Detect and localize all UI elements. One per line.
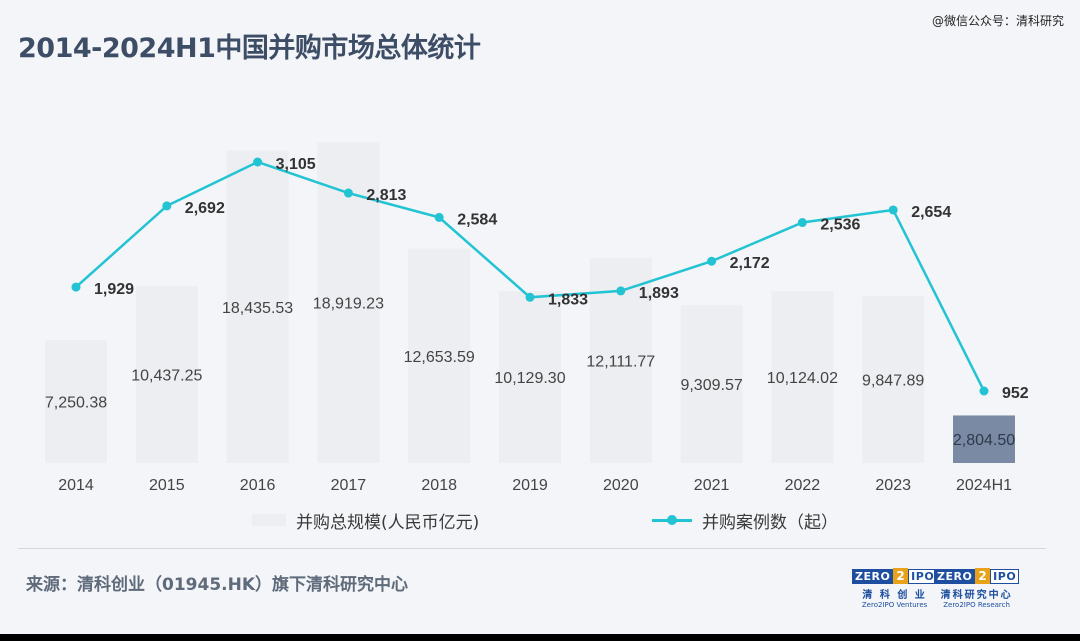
line-value-label: 1,833 xyxy=(548,291,588,308)
legend-line-series: 并购案例数（起） xyxy=(652,508,838,533)
bar-value-label: 12,653.59 xyxy=(404,349,475,366)
logo-zero: ZERO xyxy=(852,568,894,584)
line-point-2019 xyxy=(525,292,535,302)
logo-zero: ZERO xyxy=(934,568,976,584)
line-point-2018 xyxy=(434,212,444,222)
logo-mark: ZERO 2 IPO xyxy=(934,568,1020,584)
line-point-2023 xyxy=(888,205,898,215)
bar-2016 xyxy=(226,150,289,463)
bar-2015 xyxy=(135,286,198,463)
source-note: 来源：清科创业（01945.HK）旗下清科研究中心 xyxy=(26,575,409,595)
bar-2023 xyxy=(862,296,925,463)
bar-value-label: 18,435.53 xyxy=(222,300,293,317)
x-tick-label: 2018 xyxy=(421,477,457,494)
legend-bar-series: 并购总规模(人民币亿元) xyxy=(252,508,480,533)
line-point-2021 xyxy=(707,256,717,266)
logo-two: 2 xyxy=(975,568,991,584)
bar-value-label: 9,847.89 xyxy=(862,373,924,390)
line-legend-label: 并购案例数（起） xyxy=(702,512,838,533)
bar-2019 xyxy=(499,291,561,463)
zero2ipo-research-logo: ZERO 2 IPO 清科研究中心 Zero2IPO Research xyxy=(934,568,1020,609)
logo-en-name: Zero2IPO Ventures xyxy=(861,601,928,609)
line-legend-swatch xyxy=(652,515,692,525)
line-value-label: 2,813 xyxy=(366,187,406,204)
line-point-2022 xyxy=(797,218,807,228)
line-value-label: 1,893 xyxy=(639,285,679,302)
line-value-label: 2,692 xyxy=(185,200,225,217)
line-point-2024H1 xyxy=(979,386,989,396)
line-value-label: 2,654 xyxy=(911,204,951,221)
x-tick-label: 2021 xyxy=(694,477,730,494)
x-tick-label: 2019 xyxy=(512,477,548,494)
bar-value-label: 12,111.77 xyxy=(586,353,655,370)
bar-value-label: 10,124.02 xyxy=(767,370,838,387)
x-tick-label: 2015 xyxy=(149,477,185,494)
x-tick-label: 2016 xyxy=(240,477,276,494)
line-value-label: 1,929 xyxy=(94,281,134,298)
logo-ipo: IPO xyxy=(908,568,938,584)
x-tick-label: 2023 xyxy=(875,477,911,494)
bar-2022 xyxy=(771,291,834,463)
bar-2014 xyxy=(45,340,107,463)
logo-two: 2 xyxy=(893,568,909,584)
bar-2024H1 xyxy=(953,415,1015,463)
bar-value-label: 10,437.25 xyxy=(131,368,202,385)
line-point-2016 xyxy=(253,157,263,167)
line-point-2017 xyxy=(343,188,353,198)
x-tick-label: 2020 xyxy=(603,477,639,494)
line-value-label: 2,536 xyxy=(820,217,860,234)
chart-title: 2014-2024H1中国并购市场总体统计 xyxy=(18,33,481,64)
bar-2021 xyxy=(680,305,743,463)
x-tick-label: 2014 xyxy=(58,477,94,494)
watermark: @微信公众号：清科研究 xyxy=(931,14,1064,28)
line-value-label: 952 xyxy=(1002,385,1029,402)
bar-2018 xyxy=(408,248,471,463)
line-value-label: 2,584 xyxy=(457,211,497,228)
bar-value-label: 9,309.57 xyxy=(680,377,742,394)
bar-value-label: 18,919.23 xyxy=(313,296,384,313)
bar-value-label: 2,804.50 xyxy=(953,432,1015,449)
zero2ipo-ventures-logo: ZERO 2 IPO 清 科 创 业 Zero2IPO Ventures xyxy=(852,568,938,609)
x-tick-label: 2017 xyxy=(331,477,367,494)
line-point-2014 xyxy=(71,282,81,292)
bar-value-label: 7,250.38 xyxy=(45,395,107,412)
line-value-label: 2,172 xyxy=(730,255,770,272)
x-tick-label: 2024H1 xyxy=(956,477,1012,494)
bar-legend-label: 并购总规模(人民币亿元) xyxy=(296,512,480,533)
bar-value-label: 10,129.30 xyxy=(494,370,565,387)
logo-cn-name: 清 科 创 业 xyxy=(862,590,927,601)
x-tick-label: 2022 xyxy=(785,477,821,494)
footer-divider xyxy=(18,548,1046,549)
logo-mark: ZERO 2 IPO xyxy=(852,568,938,584)
line-value-label: 3,105 xyxy=(276,156,316,173)
bar-legend-swatch xyxy=(252,514,286,526)
logo-ipo: IPO xyxy=(990,568,1020,584)
logo-cn-name: 清科研究中心 xyxy=(940,590,1013,601)
line-point-2020 xyxy=(616,286,626,296)
line-point-2015 xyxy=(162,201,172,211)
bottom-edge xyxy=(0,634,1080,641)
logo-en-name: Zero2IPO Research xyxy=(943,601,1010,609)
